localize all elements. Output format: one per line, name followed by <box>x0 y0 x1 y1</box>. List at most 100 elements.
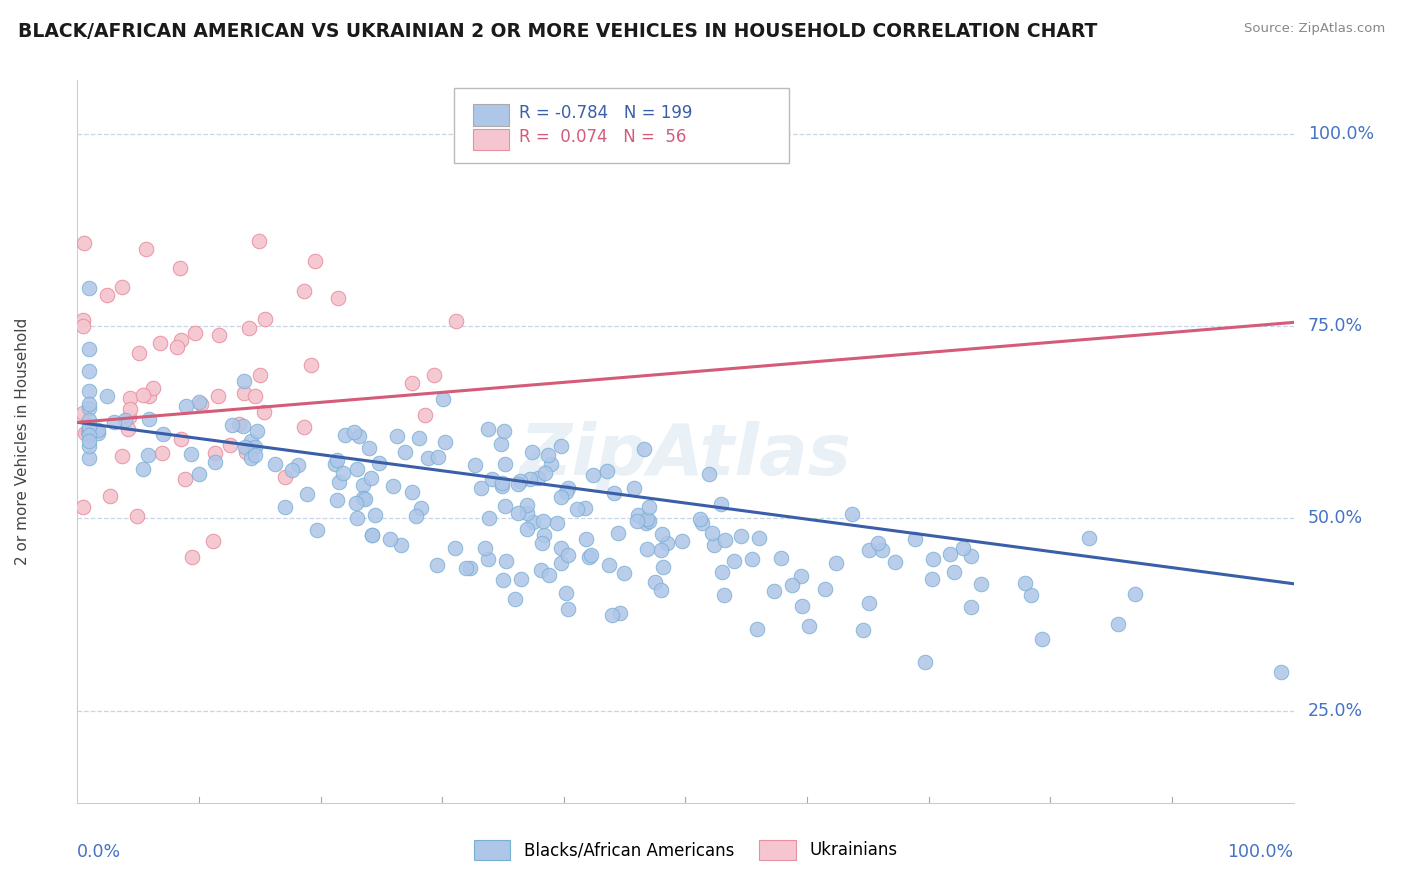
Point <box>343 425 366 439</box>
Point <box>174 472 197 486</box>
Point <box>72 312 94 326</box>
Point <box>1123 587 1146 601</box>
Point <box>232 374 254 388</box>
Point <box>79 401 101 416</box>
Point <box>741 551 763 566</box>
Point <box>516 507 538 521</box>
Point <box>942 566 965 580</box>
Point <box>914 655 936 669</box>
Point <box>516 522 538 536</box>
Point <box>96 389 118 403</box>
Point <box>274 470 297 484</box>
Point <box>326 291 349 305</box>
Point <box>207 327 229 342</box>
Point <box>527 471 550 485</box>
Point <box>960 599 983 614</box>
Point <box>405 508 427 523</box>
Point <box>650 542 672 557</box>
Point <box>180 447 202 461</box>
Point <box>697 467 720 481</box>
Point <box>652 560 675 574</box>
Point <box>780 578 803 592</box>
Point <box>77 425 100 440</box>
Point <box>1031 632 1053 646</box>
Point <box>207 389 229 403</box>
Point <box>280 463 302 477</box>
Point <box>522 445 544 459</box>
Point <box>378 532 401 546</box>
Point <box>550 541 572 556</box>
Point <box>79 364 101 378</box>
Point <box>72 500 94 514</box>
Point <box>474 541 496 555</box>
Point <box>627 508 650 522</box>
Point <box>72 319 94 334</box>
Point <box>1078 531 1101 545</box>
Point <box>824 556 846 570</box>
Point <box>638 500 661 514</box>
Text: R =  0.074   N =  56: R = 0.074 N = 56 <box>519 128 686 146</box>
Point <box>633 442 655 456</box>
Point <box>492 424 515 438</box>
Point <box>522 515 544 529</box>
Point <box>235 445 257 459</box>
Point <box>87 423 110 437</box>
Point <box>118 401 141 416</box>
Point <box>120 391 142 405</box>
Point <box>537 449 560 463</box>
Point <box>446 314 468 328</box>
Point <box>603 486 626 500</box>
Point <box>884 555 907 569</box>
Point <box>96 288 118 302</box>
Point <box>79 342 101 356</box>
Point <box>188 467 211 482</box>
Point <box>72 406 94 420</box>
Point <box>637 514 659 528</box>
Point <box>636 542 658 557</box>
Text: 75.0%: 75.0% <box>1308 318 1364 335</box>
Text: 50.0%: 50.0% <box>1308 509 1364 527</box>
Point <box>408 432 430 446</box>
Point <box>416 450 439 465</box>
Point <box>494 500 516 514</box>
Point <box>136 448 159 462</box>
Point <box>509 474 531 488</box>
Point <box>578 549 600 564</box>
Point <box>713 533 735 547</box>
Point <box>492 574 515 588</box>
Point <box>554 586 576 600</box>
Point <box>252 405 274 419</box>
Point <box>299 359 322 373</box>
Point <box>557 481 579 495</box>
Point <box>609 606 631 620</box>
Point <box>613 566 636 580</box>
Point <box>326 453 349 467</box>
Point <box>346 511 368 525</box>
Point <box>228 417 250 431</box>
Point <box>600 608 623 623</box>
Point <box>858 543 880 558</box>
Point <box>326 493 349 508</box>
Point <box>762 583 785 598</box>
Text: 25.0%: 25.0% <box>1308 702 1364 720</box>
Point <box>730 529 752 543</box>
Point <box>219 438 242 452</box>
Point <box>530 536 553 550</box>
Point <box>904 532 927 546</box>
Point <box>352 491 374 505</box>
Point <box>690 516 713 530</box>
Text: R = -0.784   N = 199: R = -0.784 N = 199 <box>519 103 692 122</box>
Point <box>515 498 537 512</box>
Text: 100.0%: 100.0% <box>1227 843 1294 861</box>
Point <box>117 422 139 436</box>
Point <box>413 408 436 422</box>
Point <box>655 536 678 550</box>
Point <box>135 242 157 256</box>
Point <box>73 236 96 251</box>
Point <box>79 439 101 453</box>
Point <box>939 547 962 561</box>
Point <box>970 577 993 591</box>
Point <box>713 588 735 602</box>
Point <box>598 558 620 572</box>
Point <box>671 534 693 549</box>
